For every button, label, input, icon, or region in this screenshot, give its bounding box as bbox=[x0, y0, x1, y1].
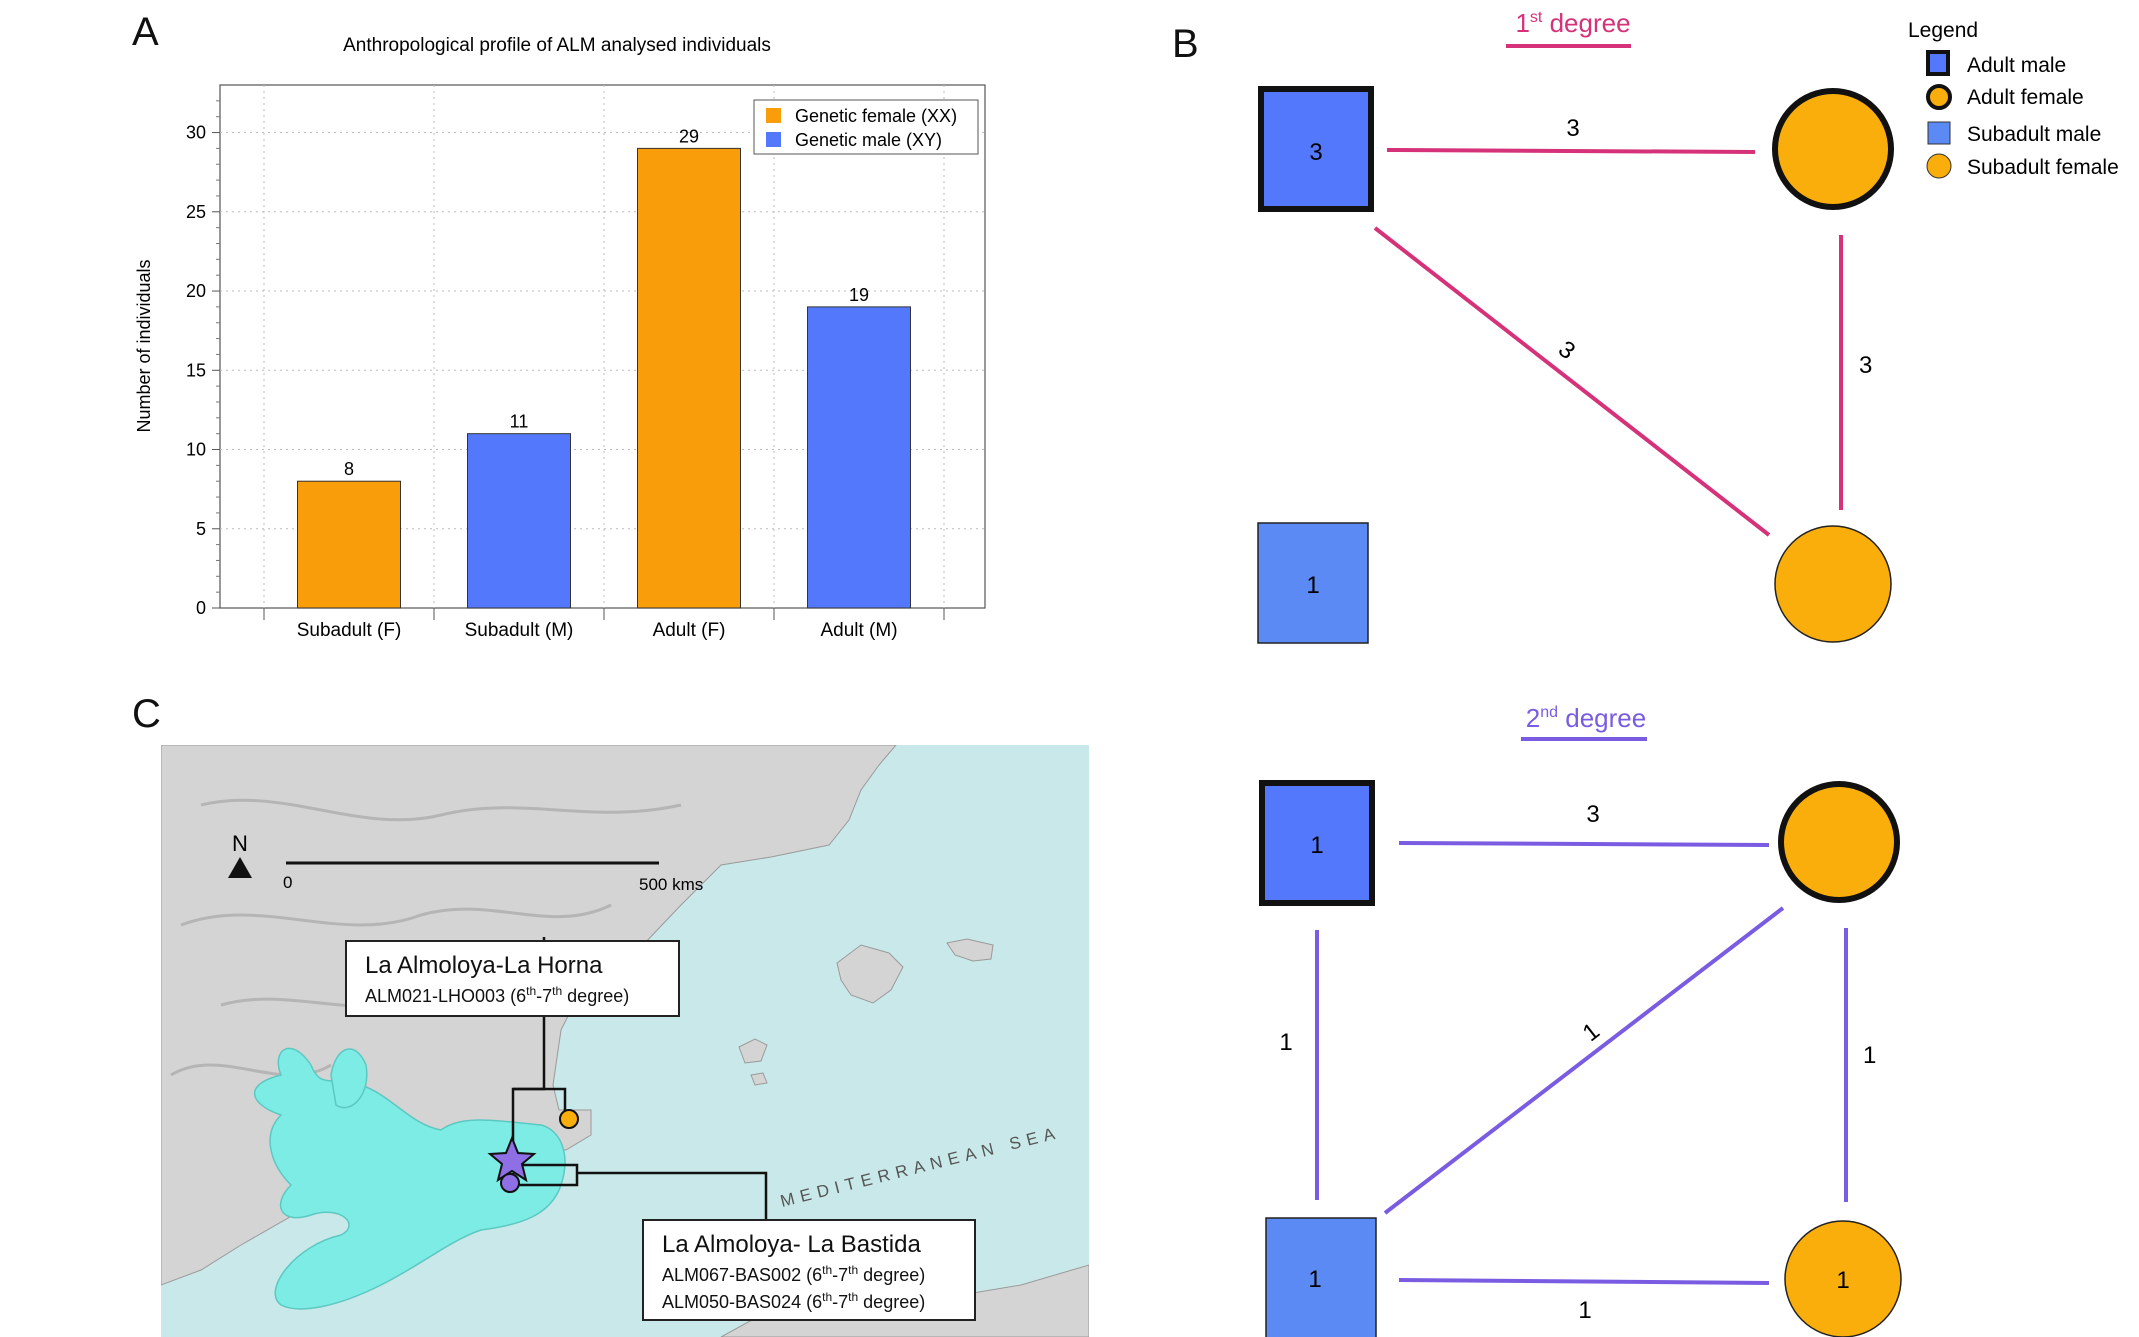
edge-2nd-top-label: 3 bbox=[1586, 801, 1599, 828]
legend-adult-female-label: Adult female bbox=[1967, 86, 2084, 109]
site-marker-la-bastida bbox=[500, 1173, 520, 1193]
edge-1st-top-label: 3 bbox=[1566, 115, 1579, 142]
north-arrow-icon bbox=[228, 857, 252, 878]
node-1st-adult-female bbox=[1772, 88, 1894, 210]
argaric-arm bbox=[330, 1048, 368, 1109]
legend-subadult-female-label: Subadult female bbox=[1967, 156, 2119, 179]
plot-frame bbox=[219, 84, 986, 609]
node-1st-subadult-female bbox=[1774, 525, 1892, 643]
y-tick-label: 25 bbox=[186, 202, 206, 222]
chart-title: Anthropological profile of ALM analysed … bbox=[343, 35, 771, 56]
x-category-label: Subadult (M) bbox=[465, 620, 574, 641]
scale-end: 500 kms bbox=[639, 875, 703, 894]
first-degree-title: 1st degree bbox=[1515, 8, 1630, 38]
bar bbox=[467, 433, 571, 609]
legend-swatch-female bbox=[766, 108, 781, 123]
edge-1st-diagonal-label: 3 bbox=[1553, 336, 1580, 366]
legend-subadult-male-swatch bbox=[1927, 121, 1951, 145]
y-tick-label: 0 bbox=[196, 598, 206, 618]
site1-pair: ALM021-LHO003 (6th-7th degree) bbox=[365, 984, 630, 1006]
bar bbox=[637, 147, 741, 609]
node-2nd-subadult-male bbox=[1265, 1217, 1377, 1337]
y-tick-label: 5 bbox=[196, 519, 206, 539]
legend-swatch-male bbox=[766, 132, 781, 147]
edge-2nd-diagonal-label: 1 bbox=[1578, 1018, 1605, 1048]
node-1st-adult-male bbox=[1258, 86, 1374, 212]
edge-2nd-left-label: 1 bbox=[1279, 1029, 1292, 1056]
node-2nd-adult-female bbox=[1778, 781, 1900, 903]
island-menorca bbox=[946, 938, 994, 962]
connector-site1-b bbox=[513, 1087, 567, 1115]
legend-label-female: Genetic female (XX) bbox=[795, 106, 957, 126]
edge-2nd-top bbox=[1398, 841, 1770, 847]
site2-title: La Almoloya- La Bastida bbox=[662, 1231, 921, 1258]
node-1st-subadult-male bbox=[1257, 522, 1369, 644]
node-1st-subadult-male-count: 1 bbox=[1306, 572, 1319, 599]
legend-label-male: Genetic male (XY) bbox=[795, 130, 942, 150]
bar-chart: Anthropological profile of ALM analysed … bbox=[134, 35, 986, 641]
edge-2nd-right-label: 1 bbox=[1863, 1042, 1876, 1069]
legend-subadult-female-swatch bbox=[1926, 153, 1952, 179]
chart-legend: Genetic female (XX) Genetic male (XY) bbox=[753, 99, 979, 155]
node-1st-adult-male-count: 3 bbox=[1309, 139, 1322, 166]
y-axis-label: Number of individuals bbox=[134, 259, 154, 432]
terrain-ridge bbox=[200, 798, 682, 822]
connector-site2-b bbox=[577, 1171, 768, 1220]
edge-1st-diagonal bbox=[1373, 226, 1771, 537]
legend-adult-male-label: Adult male bbox=[1967, 54, 2066, 77]
node-2nd-adult-male-count: 1 bbox=[1310, 832, 1323, 859]
node-2nd-subadult-male-count: 1 bbox=[1308, 1266, 1321, 1293]
edge-1st-top bbox=[1386, 148, 1756, 154]
terrain-ridge bbox=[180, 903, 612, 927]
second-degree-title: 2nd degree bbox=[1526, 703, 1646, 733]
panel-letter-a: A bbox=[132, 10, 159, 54]
legend-adult-female-swatch bbox=[1926, 84, 1952, 110]
site-marker-la-almoloya-star-icon bbox=[487, 1135, 537, 1183]
legend-title: Legend bbox=[1908, 19, 1978, 42]
y-tick-label: 10 bbox=[186, 440, 206, 460]
argaric-region bbox=[254, 1047, 566, 1310]
bar-value-label: 11 bbox=[510, 412, 529, 432]
bar bbox=[807, 306, 911, 609]
node-2nd-subadult-female-count: 1 bbox=[1836, 1267, 1849, 1294]
site2-label-box: La Almoloya- La Bastida ALM067-BAS002 (6… bbox=[642, 1219, 976, 1321]
site2-row-2: ALM050-BAS024 (6th-7th degree) bbox=[662, 1290, 926, 1312]
kinship-legend: Legend Adult male Adult female Subadult … bbox=[1908, 19, 2119, 179]
bar-value-label: 8 bbox=[344, 459, 354, 479]
island-mallorca bbox=[836, 944, 904, 1004]
kinship-diagram: 1st degree 3 3 3 3 1 Legend Adult male A… bbox=[1257, 8, 2119, 1337]
edge-1st-right-label: 3 bbox=[1859, 352, 1872, 379]
edge-2nd-diagonal bbox=[1383, 906, 1785, 1215]
island-formentera bbox=[750, 1072, 768, 1086]
bar-value-label: 29 bbox=[679, 126, 699, 146]
x-category-label: Adult (M) bbox=[820, 620, 897, 641]
north-label: N bbox=[232, 831, 248, 856]
legend-subadult-male-label: Subadult male bbox=[1967, 123, 2101, 146]
y-tick-label: 20 bbox=[186, 281, 206, 301]
y-tick-label: 15 bbox=[186, 360, 206, 380]
x-category-label: Subadult (F) bbox=[297, 620, 402, 641]
edge-2nd-bottom-label: 1 bbox=[1578, 1297, 1591, 1324]
scale-start: 0 bbox=[283, 873, 292, 892]
bar bbox=[297, 480, 401, 609]
node-2nd-adult-male bbox=[1259, 780, 1375, 906]
node-2nd-subadult-female bbox=[1784, 1220, 1902, 1337]
panel-letter-c: C bbox=[132, 692, 161, 736]
site1-title: La Almoloya-La Horna bbox=[365, 952, 603, 979]
island-ibiza bbox=[738, 1038, 768, 1064]
panel-letter-b: B bbox=[1172, 22, 1199, 66]
edge-2nd-bottom bbox=[1398, 1278, 1770, 1285]
x-category-label: Adult (F) bbox=[653, 620, 726, 641]
site-marker-la-horna bbox=[559, 1109, 579, 1129]
site2-row-1: ALM067-BAS002 (6th-7th degree) bbox=[662, 1263, 926, 1285]
y-tick-label: 30 bbox=[186, 123, 206, 143]
bar-value-label: 19 bbox=[849, 285, 869, 305]
site1-label-box: La Almoloya-La Horna ALM021-LHO003 (6th-… bbox=[345, 940, 680, 1017]
legend-adult-male-swatch bbox=[1926, 50, 1950, 76]
